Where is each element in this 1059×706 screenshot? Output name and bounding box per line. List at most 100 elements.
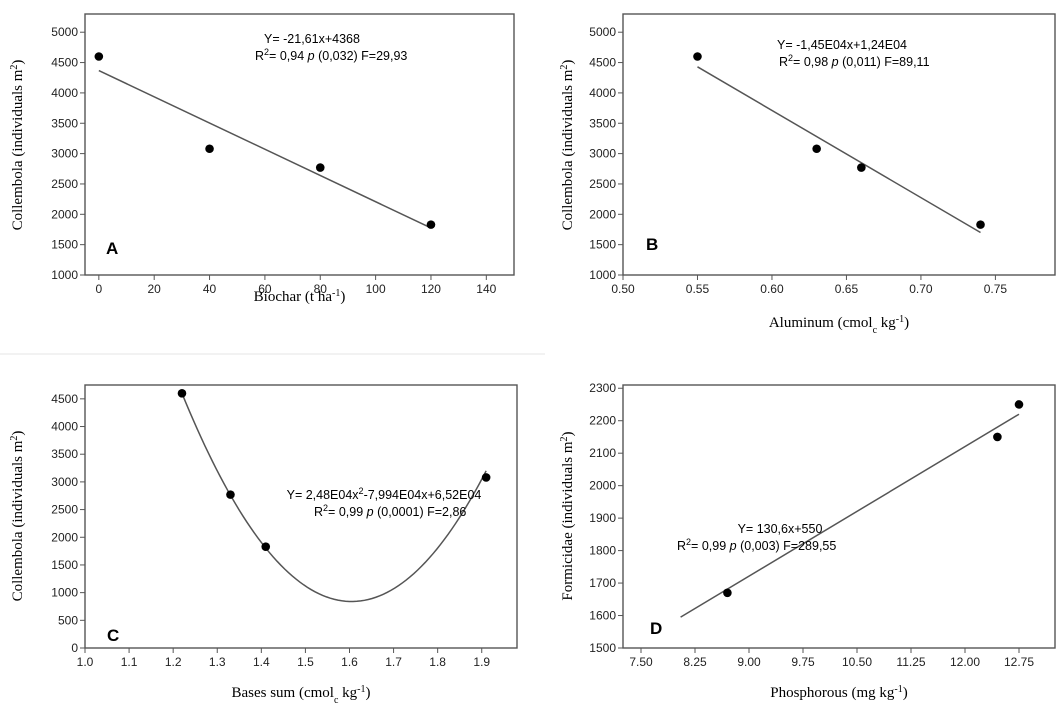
y-tick-label: 1500: [589, 238, 616, 252]
p-label: p: [831, 55, 839, 69]
y-tick-label: 5000: [51, 25, 78, 39]
data-point: [723, 588, 732, 598]
f-value: F=289,55: [783, 539, 836, 553]
x-tick-label: 40: [203, 282, 217, 296]
y-tick-label: 4500: [589, 56, 616, 70]
x-tick-label: 1.7: [385, 655, 402, 669]
x-tick-label: 12.75: [1004, 655, 1034, 669]
panel-letter: D: [650, 619, 662, 638]
fit-line: [697, 66, 981, 234]
y-axis-title-superscript: 2: [9, 436, 20, 441]
y-axis-title: Collembola (individuals m2): [9, 431, 27, 602]
x-axis-title-text: ): [366, 685, 371, 701]
plot-frame: [84, 13, 515, 276]
x-tick-label: 1.3: [209, 655, 226, 669]
x-tick-label: 1.6: [341, 655, 358, 669]
data-point: [177, 389, 187, 398]
y-tick-label: 3500: [51, 116, 78, 130]
y-tick-label: 2500: [51, 177, 78, 191]
r2-label: R: [255, 49, 264, 63]
y-tick-label: 4000: [51, 86, 78, 100]
x-axis-title-text: kg: [877, 315, 896, 331]
y-axis-title: Collembola (individuals m2): [9, 60, 27, 231]
x-tick-label: 8.25: [683, 655, 707, 669]
r2-superscript: 2: [323, 503, 328, 513]
x-tick-label: 140: [476, 282, 496, 296]
fit-line: [98, 69, 432, 229]
plot-frame: [84, 384, 518, 649]
data-point: [315, 163, 325, 172]
panel-letter: C: [107, 626, 119, 645]
x-tick-label: 9.00: [737, 655, 761, 669]
regression-equation: Y= 130,6x+550: [738, 522, 823, 536]
y-tick-label: 1700: [589, 576, 616, 590]
regression-stats: R2= 0,94 p (0,032) F=29,93: [255, 47, 407, 63]
r2-superscript: 2: [788, 53, 793, 63]
y-tick-label: 500: [58, 613, 78, 627]
y-axis-title-superscript: 2: [559, 436, 570, 441]
y-tick-label: 3500: [589, 116, 616, 130]
r2-superscript: 2: [686, 537, 691, 547]
y-tick-label: 4000: [51, 420, 78, 434]
x-axis-title-text: Phosphorous (mg kg: [770, 685, 895, 701]
y-axis-title-text: Collembola (individuals m: [560, 69, 576, 230]
x-axis-title: Bases sum (cmolc kg-1): [231, 684, 370, 706]
x-tick-label: 0.70: [909, 282, 933, 296]
regression-equation: Y= -1,45E04x+1,24E04: [777, 38, 907, 52]
r2-label: R: [314, 505, 323, 519]
data-point: [976, 220, 985, 229]
p-label: p: [729, 539, 737, 553]
x-tick-label: 0.65: [835, 282, 859, 296]
x-axis-title: Biochar (t ha-1): [254, 288, 346, 306]
regression-stats: R2= 0,98 p (0,011) F=89,11: [779, 53, 930, 69]
y-axis-title-superscript: 2: [9, 65, 20, 70]
x-axis-title-text: Aluminum (cmol: [769, 315, 873, 331]
panel-c: 0 500 1000 1500 2000 2500 3000 3500 4000 4500 1.0 1…: [9, 384, 518, 706]
y-tick-label: 2000: [51, 530, 78, 544]
y-tick-label: 0: [71, 641, 78, 655]
x-tick-label: 12.00: [950, 655, 980, 669]
fit-curve: [181, 393, 487, 603]
x-tick-label: 120: [421, 282, 441, 296]
r2-label: R: [779, 55, 788, 69]
x-tick-label: 10.50: [842, 655, 872, 669]
p-value: (0,032): [318, 49, 358, 63]
x-tick-label: 1.9: [473, 655, 490, 669]
y-axis-title-text: Formicidae (individuals m: [560, 441, 576, 600]
data-point: [693, 52, 702, 61]
equation-text: Y= 130,6x+550: [738, 522, 823, 536]
x-axis-title-text: Biochar (t ha: [254, 289, 333, 305]
y-axis-title: Formicidae (individuals m2): [559, 431, 577, 600]
x-axis-title-subscript: c: [873, 325, 878, 336]
data-point: [205, 144, 214, 154]
x-tick-label: 1.1: [121, 655, 138, 669]
x-axis-title-text: kg: [338, 685, 357, 701]
p-value: (0,003): [740, 539, 780, 553]
data-point: [426, 220, 436, 229]
y-tick-label: 3500: [51, 447, 78, 461]
y-axis-title-text: ): [10, 431, 26, 436]
x-tick-label: 7.50: [629, 655, 653, 669]
regression-equation: Y= 2,48E04x2-7,994E04x+6,52E04: [287, 486, 482, 502]
y-tick-label: 5000: [589, 25, 616, 39]
equation-text: -7,994E04x+6,52E04: [364, 488, 482, 502]
x-axis-title-text: ): [340, 289, 345, 305]
y-tick-label: 3000: [51, 147, 78, 161]
y-tick-label: 1600: [589, 609, 616, 623]
plot-frame: [622, 384, 1056, 649]
y-axis-title-text: Collembola (individuals m: [10, 69, 26, 230]
r2-value: = 0,99: [328, 505, 363, 519]
y-tick-label: 4500: [51, 56, 78, 70]
x-axis-title-text: ): [904, 315, 909, 331]
x-axis-title: Aluminum (cmolc kg-1): [769, 314, 909, 336]
x-tick-label: 0.75: [984, 282, 1008, 296]
data-point: [857, 163, 866, 172]
y-tick-label: 2300: [589, 381, 616, 395]
y-tick-label: 3000: [51, 475, 78, 489]
x-tick-label: 60: [258, 282, 272, 296]
f-value: F=89,11: [884, 55, 929, 69]
f-value: F=2,86: [427, 505, 466, 519]
r2-value: = 0,99: [691, 539, 726, 553]
y-tick-label: 2000: [589, 479, 616, 493]
panel-letter: A: [106, 239, 118, 258]
